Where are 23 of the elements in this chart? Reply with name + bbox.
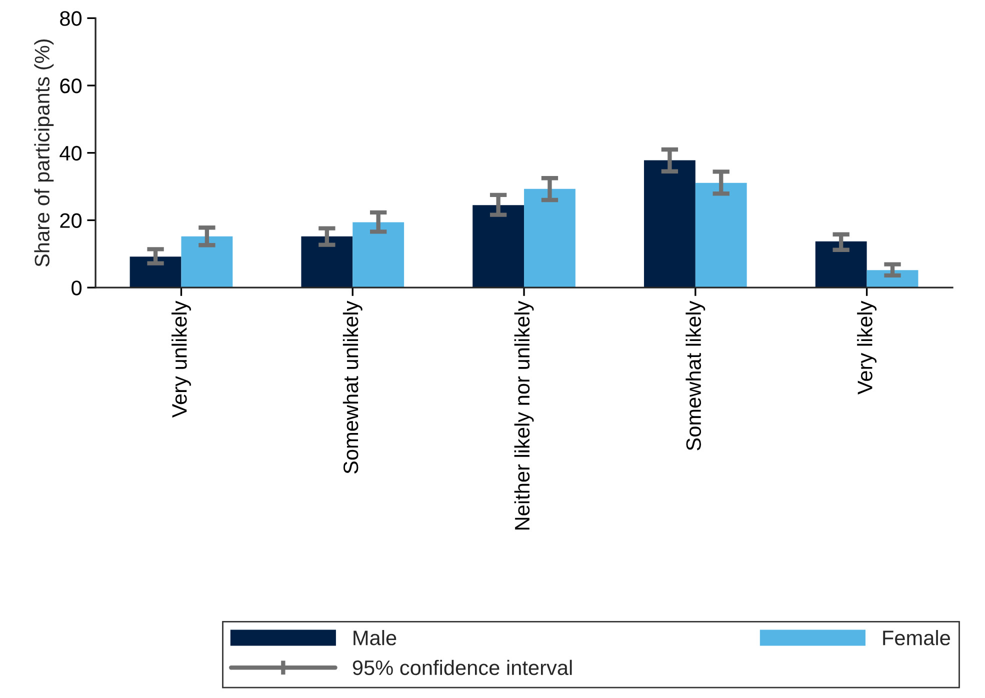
x-tick-label: Somewhat unlikely [342,300,362,474]
y-tick-label: 80 [60,11,82,26]
text: 95% confidence interval [352,660,572,676]
y-tick-label: 40 [60,146,82,161]
bar [181,236,233,288]
bar [644,160,696,288]
x-tick-label: Somewhat likely [686,300,706,450]
bar [524,188,576,288]
y-tick-label: 0 [72,280,82,296]
bar [301,236,353,288]
x-tick-label: Very unlikely [172,300,191,418]
y-tick-label: 60 [60,78,82,94]
legend-label: Female [883,630,950,646]
bar [352,222,404,288]
bar [815,241,867,288]
y-tick-label: 20 [60,213,82,228]
y-axis-title: Share of participants (%) [34,40,54,267]
legend-label: Male [354,630,396,646]
bar [695,182,747,288]
bar [130,256,182,288]
x-tick-label: Very likely [857,300,877,394]
x-tick-label: Neither likely nor unlikely [514,300,534,530]
bar [472,205,524,288]
